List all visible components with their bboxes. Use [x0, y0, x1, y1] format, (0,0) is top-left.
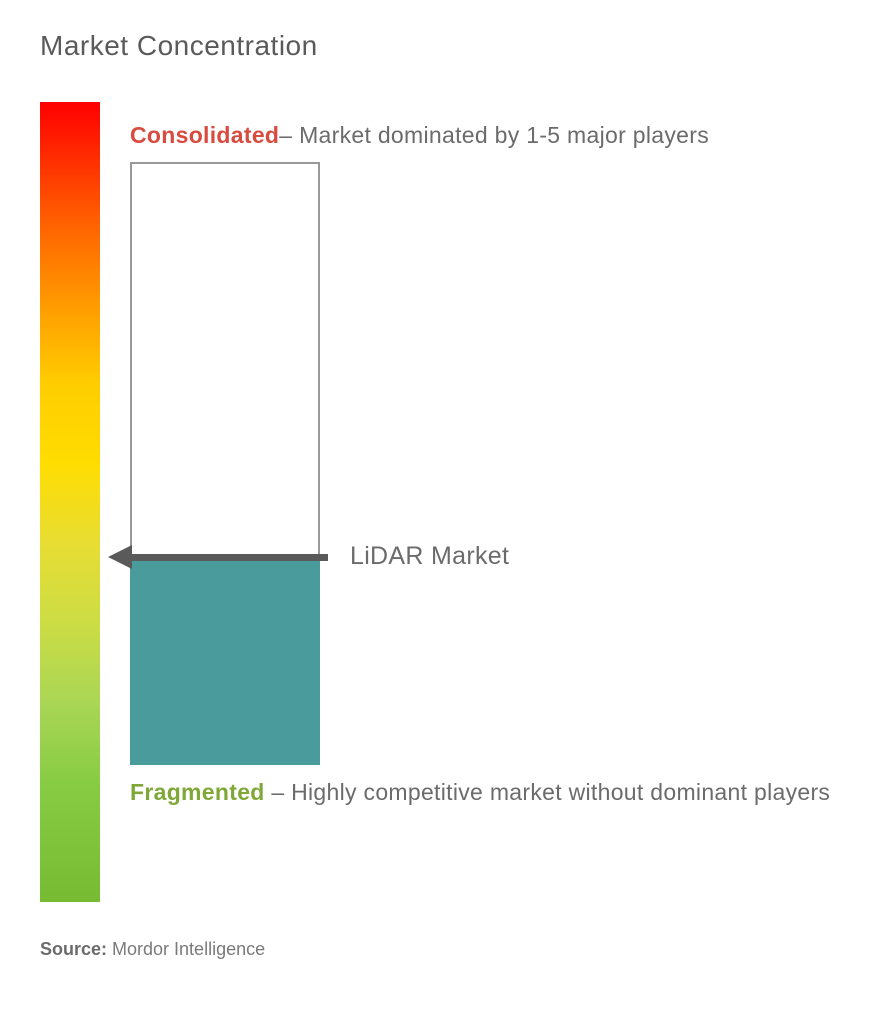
chart-body: Consolidated– Market dominated by 1-5 ma…	[40, 102, 845, 922]
fragmented-desc: – Highly competitive market without domi…	[265, 779, 831, 805]
consolidated-label: Consolidated– Market dominated by 1-5 ma…	[130, 110, 835, 161]
source-label: Source:	[40, 939, 107, 959]
concentration-gradient-bar	[40, 102, 100, 902]
fragmented-label: Fragmented – Highly competitive market w…	[130, 767, 835, 818]
fragmented-bold: Fragmented	[130, 779, 265, 805]
marker-fill-box	[130, 557, 320, 765]
consolidated-desc: – Market dominated by 1-5 major players	[279, 122, 709, 148]
marker-outline-box	[130, 162, 320, 557]
labels-area: Consolidated– Market dominated by 1-5 ma…	[100, 102, 845, 922]
source-value: Mordor Intelligence	[107, 939, 265, 959]
source-line: Source: Mordor Intelligence	[40, 939, 265, 960]
marker-label: LiDAR Market	[350, 542, 509, 571]
arrow-head-icon	[108, 545, 132, 569]
marker-arrow	[108, 547, 328, 567]
chart-title: Market Concentration	[40, 30, 845, 62]
arrow-line	[130, 554, 328, 561]
consolidated-bold: Consolidated	[130, 122, 279, 148]
